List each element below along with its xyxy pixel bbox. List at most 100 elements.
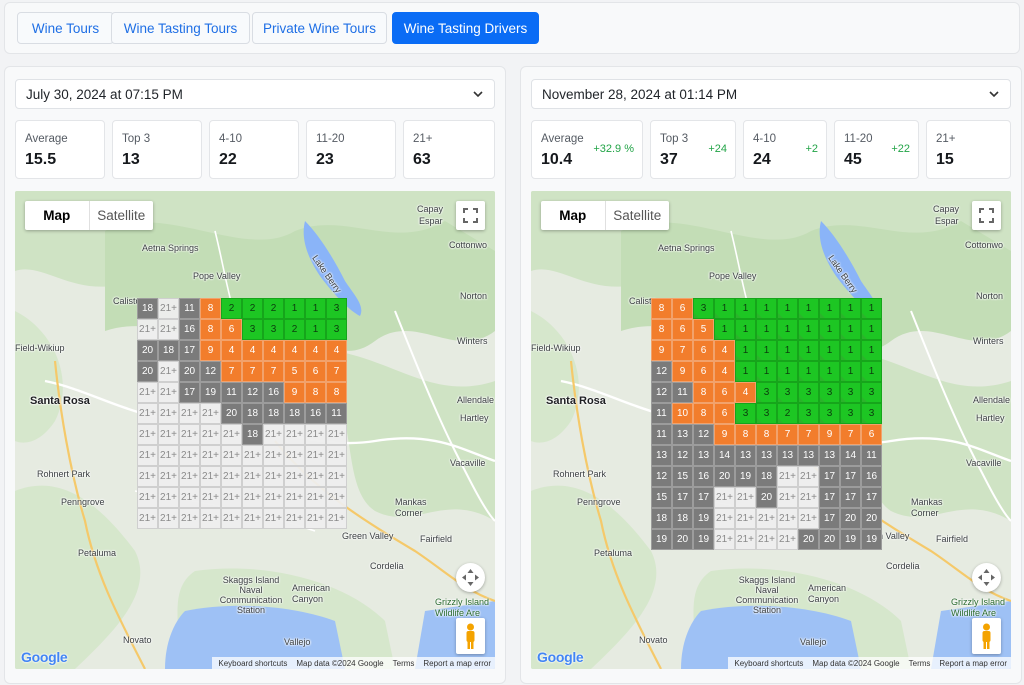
street-view-button[interactable] bbox=[456, 618, 485, 654]
date-select[interactable]: November 28, 2024 at 01:14 PM bbox=[531, 79, 1011, 109]
grid-cell: 9 bbox=[200, 340, 221, 361]
grid-cell: 21+ bbox=[242, 466, 263, 487]
street-view-button[interactable] bbox=[972, 618, 1001, 654]
grid-cell: 3 bbox=[735, 403, 756, 424]
improved-marker-icon bbox=[841, 376, 846, 381]
map-canvas[interactable]: Capay Espar Aetna Springs Cottonwo Pope … bbox=[15, 191, 495, 669]
terms-link[interactable]: Terms bbox=[908, 658, 931, 668]
grid-cell: 21+ bbox=[179, 466, 200, 487]
keyboard-shortcuts-link[interactable]: Keyboard shortcuts bbox=[218, 658, 288, 668]
map-canvas[interactable]: Capay Espar Aetna Springs Cottonwo Pope … bbox=[531, 191, 1011, 669]
grid-cell: 8 bbox=[326, 382, 347, 403]
pan-control-button[interactable] bbox=[456, 563, 485, 592]
grid-cell: 3 bbox=[840, 403, 861, 424]
improved-marker-icon bbox=[778, 376, 783, 381]
grid-cell: 1 bbox=[714, 319, 735, 340]
grid-cell: 1 bbox=[756, 319, 777, 340]
grid-cell: 18 bbox=[672, 508, 693, 529]
grid-cell: 21+ bbox=[284, 424, 305, 445]
stat-value: 13 bbox=[122, 151, 140, 168]
map-place-label: Rohnert Park bbox=[553, 469, 607, 479]
fullscreen-button[interactable] bbox=[456, 201, 485, 230]
date-select[interactable]: July 30, 2024 at 07:15 PM bbox=[15, 79, 495, 109]
grid-cell: 21+ bbox=[179, 424, 200, 445]
keyboard-shortcuts-link[interactable]: Keyboard shortcuts bbox=[734, 658, 804, 668]
grid-cell: 21+ bbox=[777, 487, 798, 508]
grid-cell: 21+ bbox=[777, 466, 798, 487]
map-place-label: Petaluma bbox=[594, 548, 633, 558]
map-type-map-button[interactable]: Map bbox=[559, 208, 587, 223]
grid-cell: 21+ bbox=[242, 445, 263, 466]
map-place-label: Penngrove bbox=[61, 497, 105, 507]
grid-cell: 1 bbox=[861, 361, 882, 382]
date-select-value: July 30, 2024 at 07:15 PM bbox=[26, 86, 183, 102]
grid-cell: 1 bbox=[777, 319, 798, 340]
improved-marker-icon bbox=[757, 355, 762, 360]
map-place-label: Green Valley bbox=[342, 531, 394, 541]
grid-cell: 17 bbox=[693, 487, 714, 508]
tab-wine-tours[interactable]: Wine Tours bbox=[17, 12, 114, 44]
improved-marker-icon bbox=[820, 418, 825, 423]
tab-wine-tasting-tours[interactable]: Wine Tasting Tours bbox=[111, 12, 250, 44]
report-error-link[interactable]: Report a map error bbox=[939, 658, 1007, 668]
tab-private-wine-tours[interactable]: Private Wine Tours bbox=[252, 12, 387, 44]
stat-label: Top 3 bbox=[660, 133, 689, 145]
grid-cell: 21+ bbox=[179, 403, 200, 424]
map-attribution: Keyboard shortcuts Map data ©2024 Google… bbox=[212, 657, 495, 669]
grid-cell: 3 bbox=[756, 403, 777, 424]
grid-cell: 11 bbox=[861, 445, 882, 466]
grid-cell: 11 bbox=[651, 424, 672, 445]
grid-cell: 13 bbox=[735, 445, 756, 466]
grid-cell: 21+ bbox=[158, 466, 179, 487]
grid-cell: 4 bbox=[242, 340, 263, 361]
grid-cell: 21+ bbox=[284, 445, 305, 466]
map-place-label: American Canyon bbox=[808, 583, 847, 604]
map-type-satellite-button[interactable]: Satellite bbox=[613, 208, 662, 223]
improved-marker-icon bbox=[820, 376, 825, 381]
grid-cell: 1 bbox=[798, 340, 819, 361]
map-place-label: Santa Rosa bbox=[30, 395, 90, 407]
grid-cell: 21+ bbox=[305, 487, 326, 508]
stat-value: 10.4 bbox=[541, 151, 573, 168]
grid-cell: 20 bbox=[672, 529, 693, 550]
grid-cell: 9 bbox=[651, 340, 672, 361]
grid-cell: 9 bbox=[284, 382, 305, 403]
stat-delta: +32.9 % bbox=[593, 143, 634, 155]
grid-cell: 21+ bbox=[158, 403, 179, 424]
grid-cell: 11 bbox=[179, 298, 200, 319]
grid-cell: 3 bbox=[819, 403, 840, 424]
terms-link[interactable]: Terms bbox=[392, 658, 415, 668]
grid-cell: 1 bbox=[735, 361, 756, 382]
grid-cell: 19 bbox=[693, 529, 714, 550]
pan-control-button[interactable] bbox=[972, 563, 1001, 592]
grid-cell: 21+ bbox=[200, 466, 221, 487]
grid-cell: 12 bbox=[693, 424, 714, 445]
grid-cell: 20 bbox=[221, 403, 242, 424]
grid-cell: 11 bbox=[326, 403, 347, 424]
report-error-link[interactable]: Report a map error bbox=[423, 658, 491, 668]
grid-cell: 21+ bbox=[200, 403, 221, 424]
map-type-map-button[interactable]: Map bbox=[43, 208, 71, 223]
grid-cell: 12 bbox=[242, 382, 263, 403]
grid-cell: 10 bbox=[672, 403, 693, 424]
map-place-label: Fairfield bbox=[936, 534, 969, 544]
report-panel-right: November 28, 2024 at 01:14 PM Average 10… bbox=[520, 66, 1022, 684]
grid-cell: 6 bbox=[714, 382, 735, 403]
map-type-control: Map Satellite bbox=[25, 201, 153, 230]
map-type-satellite-button[interactable]: Satellite bbox=[97, 208, 146, 223]
map-place-label: Grizzly Island Wildlife Are bbox=[951, 597, 1006, 618]
grid-cell: 21+ bbox=[798, 487, 819, 508]
improved-marker-icon bbox=[862, 397, 867, 402]
fullscreen-button[interactable] bbox=[972, 201, 1001, 230]
improved-marker-icon bbox=[778, 355, 783, 360]
stat-delta: +2 bbox=[805, 143, 818, 155]
grid-cell: 21+ bbox=[777, 529, 798, 550]
improved-marker-icon bbox=[736, 355, 741, 360]
improved-marker-icon bbox=[778, 418, 783, 423]
tab-wine-tasting-drivers[interactable]: Wine Tasting Drivers bbox=[392, 12, 539, 44]
stat-value: 37 bbox=[660, 151, 678, 168]
map-attribution: Keyboard shortcuts Map data ©2024 Google… bbox=[728, 657, 1011, 669]
stat-value: 15.5 bbox=[25, 151, 57, 168]
map-place-label: Novato bbox=[639, 635, 668, 645]
tab-bar: Wine Tours Wine Tasting Tours Private Wi… bbox=[4, 2, 1020, 54]
